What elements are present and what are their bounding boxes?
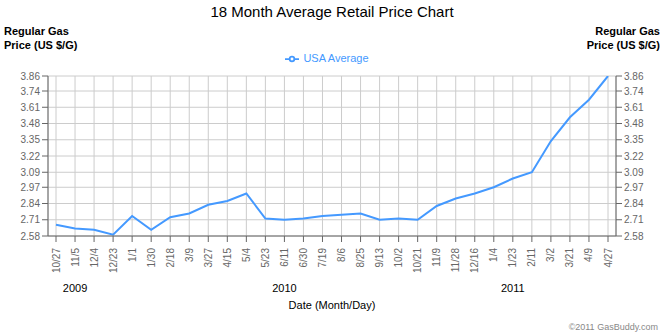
svg-text:3.22: 3.22 [624,151,644,162]
svg-text:3.86: 3.86 [21,71,41,82]
svg-text:12/4: 12/4 [89,248,100,268]
svg-text:3.74: 3.74 [21,86,41,97]
svg-text:5/23: 5/23 [260,248,271,268]
html-text:Date (Month/Day): Date (Month/Day) [288,299,376,311]
svg-text:10/27: 10/27 [51,248,62,273]
svg-text:2.97: 2.97 [624,182,644,193]
svg-text:3.22: 3.22 [21,151,41,162]
svg-text:5/4: 5/4 [241,248,252,262]
svg-text:1/1: 1/1 [127,248,138,262]
svg-text:3.61: 3.61 [624,102,644,113]
html-text:Regular Gas: Regular Gas [4,25,69,37]
svg-text:6/11: 6/11 [279,248,290,267]
svg-text:2011: 2011 [501,282,525,294]
svg-text:2.84: 2.84 [21,198,41,209]
svg-text:11/9: 11/9 [431,248,442,267]
html-text:©2011 GasBuddy.com: ©2011 GasBuddy.com [568,322,658,332]
svg-text:9/13: 9/13 [374,248,385,268]
html-text:Regular Gas: Regular Gas [595,25,660,37]
svg-text:2.71: 2.71 [21,214,41,225]
svg-text:10/21: 10/21 [412,248,423,273]
svg-text:1/4: 1/4 [488,248,499,262]
html-text:Price (US $/G): Price (US $/G) [4,39,78,51]
svg-text:3.48: 3.48 [624,118,644,129]
svg-text:12/16: 12/16 [469,248,480,273]
svg-text:2.71: 2.71 [624,214,644,225]
svg-text:3/21: 3/21 [564,248,575,268]
svg-text:2/18: 2/18 [165,248,176,268]
svg-text:3.09: 3.09 [21,167,41,178]
svg-text:1/30: 1/30 [146,248,157,268]
svg-text:10/2: 10/2 [393,248,404,268]
svg-text:8/25: 8/25 [355,248,366,268]
svg-text:3.74: 3.74 [624,86,644,97]
svg-text:3.09: 3.09 [624,167,644,178]
svg-text:3/2: 3/2 [545,248,556,262]
svg-text:3.35: 3.35 [21,134,41,145]
svg-text:2.58: 2.58 [21,231,41,242]
svg-text:2009: 2009 [63,282,87,294]
svg-text:2.97: 2.97 [21,182,41,193]
svg-text:4/27: 4/27 [603,248,614,268]
svg-text:11/5: 11/5 [70,248,81,267]
svg-text:2.58: 2.58 [624,231,644,242]
svg-text:3.48: 3.48 [21,118,41,129]
svg-text:4/9: 4/9 [583,248,594,262]
svg-text:3.86: 3.86 [624,71,644,82]
svg-text:8/6: 8/6 [336,248,347,262]
svg-text:7/19: 7/19 [317,248,328,268]
svg-text:2010: 2010 [272,282,296,294]
svg-text:2/11: 2/11 [526,248,537,267]
svg-text:2.84: 2.84 [624,198,644,209]
svg-text:3/9: 3/9 [184,248,195,262]
svg-text:3.35: 3.35 [624,134,644,145]
svg-text:12/23: 12/23 [108,248,119,273]
svg-text:3.61: 3.61 [21,102,41,113]
svg-text:11/28: 11/28 [450,248,461,273]
html-text:Price (US $/G): Price (US $/G) [586,39,660,51]
svg-text:3/27: 3/27 [203,248,214,268]
svg-text:4/15: 4/15 [222,248,233,268]
html-text:18 Month Average Retail Price: 18 Month Average Retail Price Chart [210,3,454,20]
svg-text:6/30: 6/30 [298,248,309,268]
svg-text:1/23: 1/23 [507,248,518,268]
html-text:USA Average: USA Average [303,52,369,64]
